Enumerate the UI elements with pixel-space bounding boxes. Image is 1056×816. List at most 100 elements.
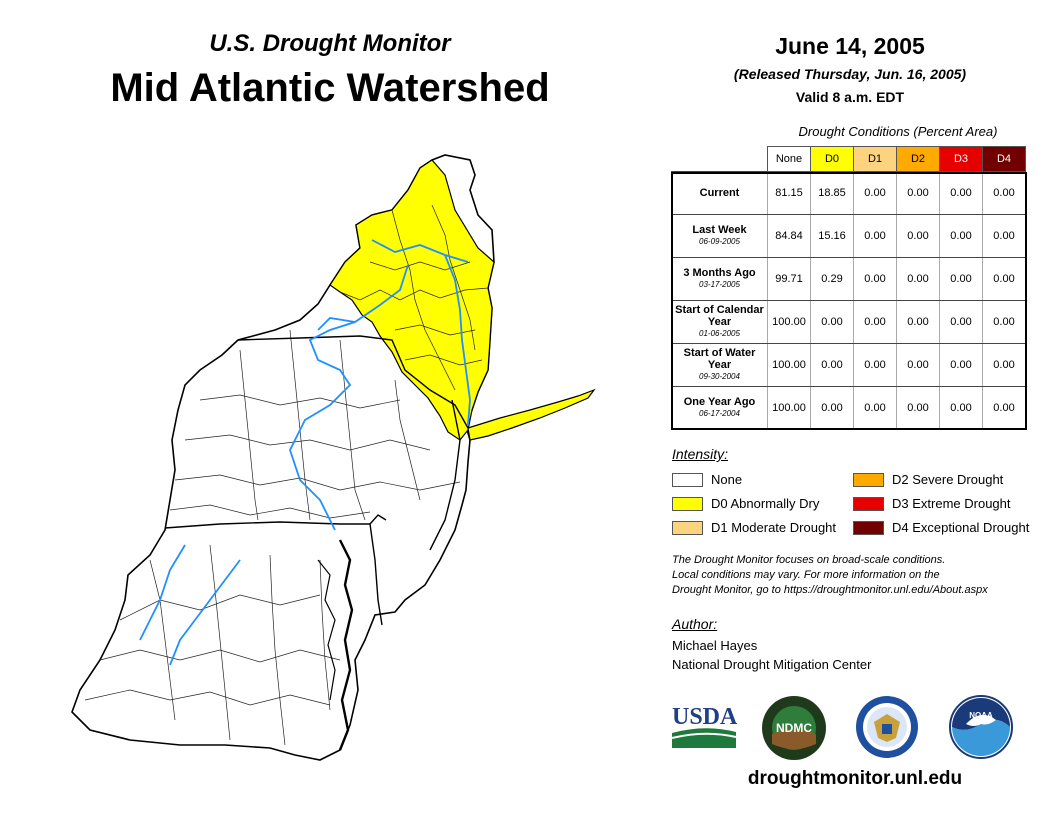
legend-swatch-d4: [853, 521, 884, 535]
map-date: June 14, 2005: [775, 33, 925, 59]
release-date: (Released Thursday, Jun. 16, 2005): [733, 66, 967, 82]
legend-swatch-d3: [853, 497, 884, 511]
chesapeake-bay: [338, 539, 354, 751]
state-boundaries: [164, 335, 469, 626]
table-cell: 0.00: [853, 343, 897, 387]
table-cell: 100.00: [767, 300, 811, 344]
column-header-d2: D2: [896, 146, 940, 172]
table-row: Current 81.15 18.85 0.00 0.00 0.00 0.00: [671, 171, 1026, 215]
table-cell: 0.00: [939, 214, 983, 258]
d0-region: [329, 159, 495, 441]
row-label: Start of Water Year 09-30-2004: [671, 343, 768, 387]
valid-time: Valid 8 a.m. EDT: [795, 89, 905, 105]
commerce-seal-icon: [856, 696, 918, 758]
table-cell: 0.00: [982, 257, 1026, 301]
table-cell: 0.00: [896, 257, 940, 301]
table-cell: 0.00: [982, 300, 1026, 344]
row-label: One Year Ago 06-17-2004: [671, 386, 768, 430]
table-cell: 0.00: [853, 300, 897, 344]
table-cell: 15.16: [810, 214, 854, 258]
table-cell: 0.00: [896, 386, 940, 430]
ndmc-logo-icon: NDMC: [762, 696, 826, 760]
table-cell: 0.00: [982, 386, 1026, 430]
table-cell: 0.00: [982, 343, 1026, 387]
column-header-d0: D0: [810, 146, 854, 172]
row-date: 06-09-2005: [699, 237, 740, 246]
column-header-d4: D4: [982, 146, 1026, 172]
table-cell: 0.00: [896, 343, 940, 387]
legend-swatch-d1: [672, 521, 703, 535]
table-cell: 0.00: [896, 214, 940, 258]
table-cell: 0.29: [810, 257, 854, 301]
legend-swatch-d2: [853, 473, 884, 487]
table-cell: 81.15: [767, 171, 811, 215]
table-cell: 0.00: [853, 214, 897, 258]
map-subtitle: U.S. Drought Monitor: [209, 30, 451, 57]
column-header-d1: D1: [853, 146, 897, 172]
table-cell: 100.00: [767, 343, 811, 387]
legend-label-none: None: [711, 472, 743, 487]
table-cell: 0.00: [939, 343, 983, 387]
legend-label-d0: D0 Abnormally Dry: [711, 496, 820, 511]
rivers: [139, 239, 471, 666]
svg-text:USDA: USDA: [672, 704, 738, 730]
row-date: 06-17-2004: [699, 409, 740, 418]
table-caption: Drought Conditions (Percent Area): [798, 124, 998, 139]
disclaimer-note: The Drought Monitor focuses on broad-sca…: [672, 553, 1042, 598]
legend-label-d2: D2 Severe Drought: [892, 472, 1004, 487]
table-cell: 0.00: [896, 171, 940, 215]
row-date: 09-30-2004: [699, 372, 740, 381]
svg-text:NDMC: NDMC: [776, 721, 812, 735]
row-date: 03-17-2005: [699, 280, 740, 289]
svg-text:NOAA: NOAA: [969, 711, 993, 720]
table-corner: [672, 147, 768, 172]
noaa-logo-icon: NOAA: [949, 695, 1013, 759]
table-row: 3 Months Ago 03-17-2005 99.71 0.29 0.00 0…: [671, 257, 1026, 301]
author-name: Michael Hayes: [672, 638, 758, 653]
table-cell: 0.00: [810, 343, 854, 387]
table-cell: 84.84: [767, 214, 811, 258]
row-label: Current: [671, 171, 768, 215]
table-cell: 0.00: [982, 214, 1026, 258]
drought-map: [71, 154, 596, 761]
table-cell: 100.00: [767, 386, 811, 430]
table-cell: 0.00: [896, 300, 940, 344]
author-heading: Author:: [672, 616, 718, 632]
table-cell: 0.00: [853, 257, 897, 301]
table-row: Last Week 06-09-2005 84.84 15.16 0.00 0.0…: [671, 214, 1026, 258]
table-row: Start of Calendar Year 01-06-2005 100.00 …: [671, 300, 1026, 344]
table-cell: 0.00: [853, 171, 897, 215]
county-lines: [84, 204, 489, 746]
legend-label-d4: D4 Exceptional Drought: [892, 520, 1030, 535]
table-cell: 0.00: [939, 300, 983, 344]
author-organization: National Drought Mitigation Center: [672, 657, 872, 672]
note-line: Drought Monitor, go to https://droughtmo…: [672, 584, 988, 596]
row-label: 3 Months Ago 03-17-2005: [671, 257, 768, 301]
row-label: Last Week 06-09-2005: [671, 214, 768, 258]
row-label: Start of Calendar Year 01-06-2005: [671, 300, 768, 344]
note-line: Local conditions may vary. For more info…: [672, 569, 940, 581]
table-cell: 0.00: [939, 257, 983, 301]
table-cell: 0.00: [939, 386, 983, 430]
table-cell: 0.00: [853, 386, 897, 430]
table-cell: 0.00: [982, 171, 1026, 215]
table-cell: 99.71: [767, 257, 811, 301]
map-title: Mid Atlantic Watershed: [110, 66, 550, 110]
table-cell: 0.00: [939, 171, 983, 215]
drought-conditions-table: None D0 D1 D2 D3 D4 Current 81.15 18.85 …: [671, 146, 1026, 430]
legend-swatch-none: [672, 473, 703, 487]
table-row: Start of Water Year 09-30-2004 100.00 0.0…: [671, 343, 1026, 387]
column-header-d3: D3: [939, 146, 983, 172]
legend-label-d3: D3 Extreme Drought: [892, 496, 1011, 511]
table-cell: 0.00: [810, 386, 854, 430]
column-header-none: None: [767, 146, 811, 172]
table-row: One Year Ago 06-17-2004 100.00 0.00 0.00 …: [671, 386, 1026, 430]
usda-logo-icon: USDA: [671, 704, 738, 748]
note-line: The Drought Monitor focuses on broad-sca…: [672, 554, 946, 566]
table-cell: 18.85: [810, 171, 854, 215]
website-url: droughtmonitor.unl.edu: [747, 768, 963, 789]
legend-swatch-d0: [672, 497, 703, 511]
legend-label-d1: D1 Moderate Drought: [711, 520, 837, 535]
row-date: 01-06-2005: [699, 329, 740, 338]
table-cell: 0.00: [810, 300, 854, 344]
